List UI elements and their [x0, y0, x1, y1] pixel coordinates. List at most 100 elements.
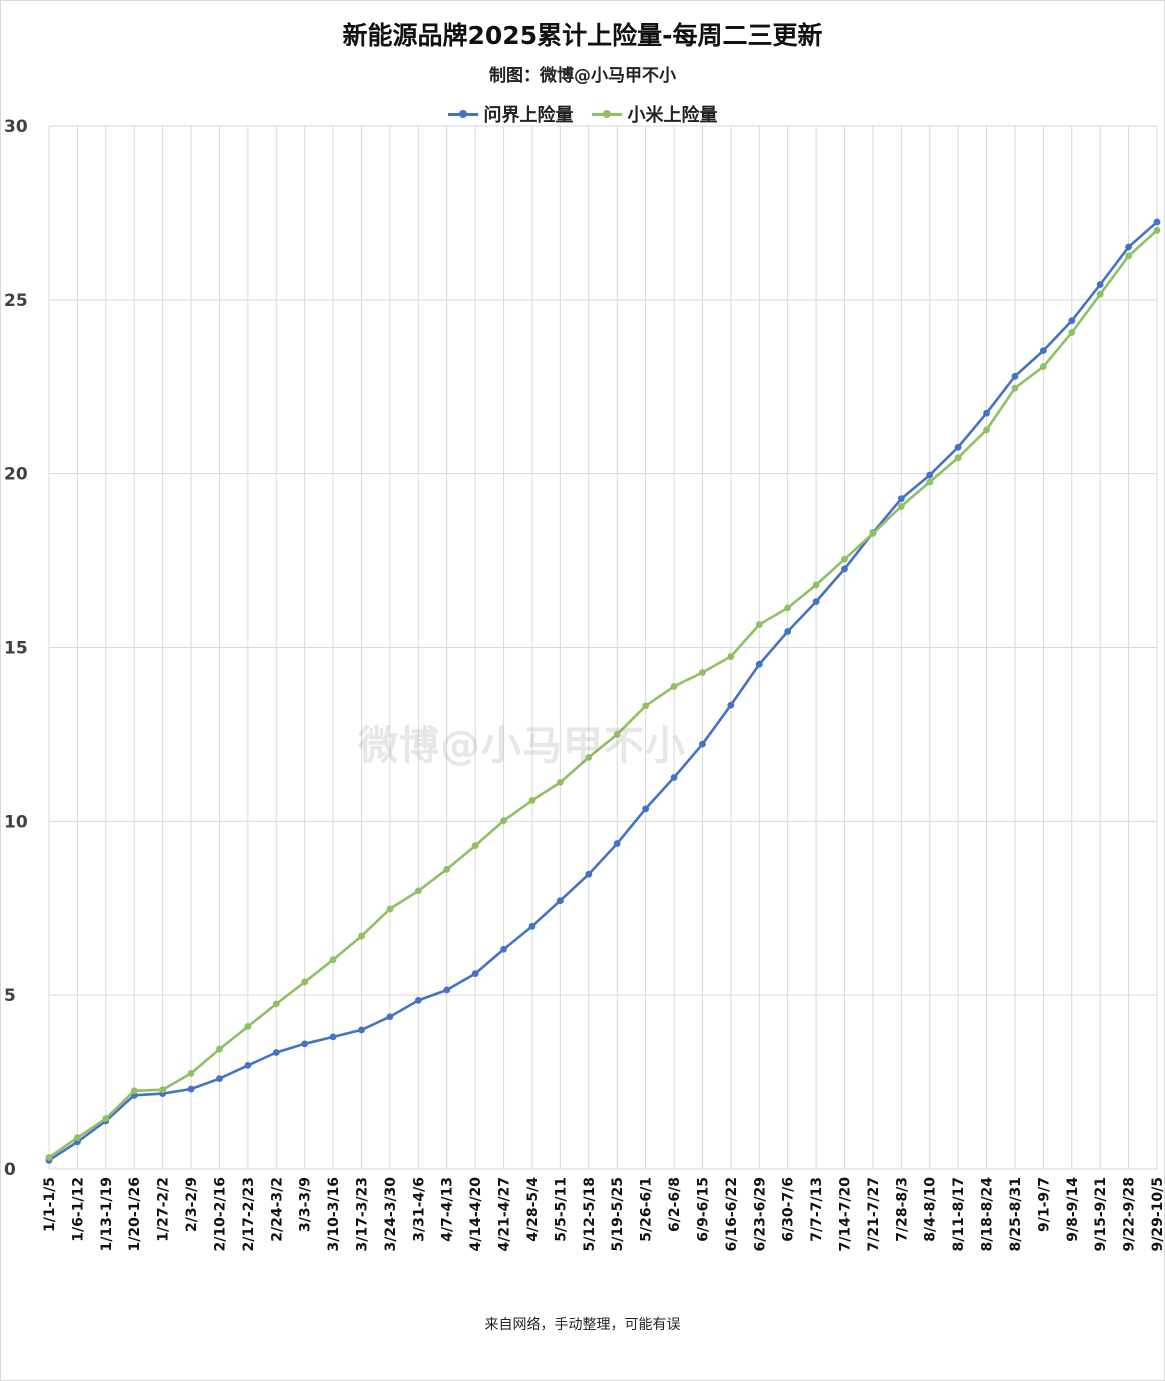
x-tick-label: 7/21-7/27	[866, 1177, 882, 1251]
x-tick-label: 8/11-8/17	[951, 1177, 967, 1251]
data-point-wenjie	[613, 840, 621, 847]
data-point-xiaomi	[926, 478, 934, 486]
data-point-wenjie	[358, 1026, 365, 1034]
data-point-xiaomi	[329, 956, 337, 964]
data-point-xiaomi	[272, 1000, 280, 1008]
legend-item-xiaomi: 小米上险量	[591, 101, 718, 127]
data-point-xiaomi	[1153, 226, 1161, 234]
y-tick-label: 5	[4, 986, 16, 1006]
x-tick-label: 5/12-5/18	[582, 1177, 598, 1251]
data-point-wenjie	[585, 870, 593, 878]
y-axis: 0 5 10 15 20 25 30	[4, 117, 28, 1180]
x-tick-label: 1/13-1/19	[99, 1177, 115, 1251]
legend-marker-wenjie	[447, 108, 478, 120]
data-point-wenjie	[642, 805, 650, 813]
data-point-wenjie	[216, 1075, 223, 1083]
data-point-wenjie	[244, 1061, 252, 1069]
x-tick-label: 3/10-3/16	[326, 1177, 342, 1251]
data-point-xiaomi	[130, 1087, 138, 1095]
data-point-wenjie	[812, 598, 820, 606]
x-tick-label: 1/1-1/5	[42, 1177, 58, 1232]
data-point-wenjie	[926, 471, 934, 479]
data-point-wenjie	[471, 970, 479, 978]
grid-lines	[48, 125, 1158, 1170]
data-point-xiaomi	[642, 702, 650, 710]
data-point-xiaomi	[500, 817, 507, 825]
data-point-xiaomi	[699, 669, 706, 676]
data-point-wenjie	[301, 1040, 309, 1048]
y-tick-label: 25	[4, 291, 28, 311]
x-tick-label: 8/18-8/24	[980, 1177, 996, 1252]
data-point-xiaomi	[784, 604, 792, 612]
data-point-xiaomi	[1039, 363, 1047, 370]
chart-subtitle: 制图：微博@小马甲不小	[489, 66, 676, 86]
x-tick-label: 1/6-1/12	[70, 1177, 86, 1242]
legend-marker-xiaomi	[591, 108, 622, 120]
data-point-xiaomi	[585, 753, 593, 761]
data-point-wenjie	[784, 628, 792, 635]
x-tick-label: 3/3-3/9	[298, 1177, 314, 1232]
x-tick-label: 7/7-7/13	[809, 1177, 825, 1242]
data-point-xiaomi	[216, 1045, 223, 1053]
x-tick-label: 6/16-6/22	[724, 1177, 740, 1251]
data-point-xiaomi	[1125, 252, 1132, 260]
x-tick-label: 5/5-5/11	[553, 1177, 569, 1242]
data-point-xiaomi	[954, 454, 962, 462]
y-tick-label: 30	[4, 117, 28, 137]
x-axis: 1/1-1/5 1/6-1/12 1/13-1/19 1/20-1/26 1/27-2/…	[42, 1177, 1165, 1252]
x-tick-label: 4/7-4/13	[440, 1177, 456, 1242]
y-tick-label: 10	[4, 812, 28, 832]
data-point-wenjie	[897, 495, 905, 503]
data-point-xiaomi	[556, 778, 564, 786]
legend-item-wenjie: 问界上险量	[447, 101, 574, 127]
y-tick-label: 15	[4, 639, 28, 659]
x-tick-label: 8/25-8/31	[1008, 1177, 1024, 1251]
data-point-xiaomi	[102, 1115, 110, 1122]
data-point-wenjie	[443, 986, 451, 994]
x-tick-label: 9/1-9/7	[1036, 1177, 1052, 1232]
data-point-wenjie	[528, 922, 536, 930]
data-point-xiaomi	[528, 797, 536, 804]
x-tick-label: 1/27-2/2	[156, 1177, 172, 1242]
data-point-xiaomi	[187, 1069, 195, 1077]
data-point-xiaomi	[159, 1086, 167, 1094]
data-point-wenjie	[414, 996, 422, 1004]
chart-title: 新能源品牌2025累计上险量-每周二三更新	[342, 21, 823, 50]
x-tick-label: 7/14-7/20	[837, 1177, 853, 1252]
data-point-wenjie	[1039, 347, 1047, 354]
x-tick-label: 9/22-9/28	[1122, 1177, 1138, 1251]
data-point-wenjie	[500, 945, 507, 953]
x-tick-label: 6/2-6/8	[667, 1177, 683, 1232]
data-point-wenjie	[1153, 218, 1161, 226]
x-tick-label: 4/21-4/27	[497, 1177, 513, 1251]
data-point-xiaomi	[45, 1154, 53, 1161]
x-tick-label: 9/29-10/5	[1150, 1177, 1165, 1251]
x-tick-label: 8/4-8/10	[923, 1177, 939, 1242]
data-point-xiaomi	[841, 555, 848, 563]
data-point-wenjie	[272, 1049, 280, 1056]
x-tick-label: 1/20-1/26	[127, 1177, 143, 1251]
series-group	[45, 218, 1161, 1164]
data-point-wenjie	[329, 1033, 337, 1041]
watermark: 微博@小马甲不小	[358, 723, 686, 769]
data-point-xiaomi	[74, 1134, 81, 1142]
data-point-wenjie	[983, 409, 990, 417]
data-point-xiaomi	[244, 1023, 252, 1030]
x-tick-label: 2/24-3/2	[269, 1177, 285, 1242]
data-point-wenjie	[1011, 372, 1019, 380]
data-point-xiaomi	[301, 978, 309, 986]
footer-note: 来自网络，手动整理，可能有误	[484, 1317, 681, 1333]
x-tick-label: 6/30-7/6	[781, 1177, 797, 1242]
data-point-xiaomi	[755, 621, 763, 628]
data-point-wenjie	[386, 1013, 394, 1021]
x-tick-label: 6/9-6/15	[695, 1177, 711, 1242]
x-tick-label: 2/10-2/16	[212, 1177, 228, 1251]
legend-label-wenjie: 问界上险量	[483, 105, 574, 126]
data-point-xiaomi	[897, 502, 905, 510]
data-point-xiaomi	[1011, 384, 1019, 392]
series-line-wenjie	[48, 221, 1158, 1162]
x-tick-label: 2/17-2/23	[241, 1177, 257, 1251]
data-point-xiaomi	[443, 865, 451, 873]
data-point-wenjie	[727, 701, 735, 709]
